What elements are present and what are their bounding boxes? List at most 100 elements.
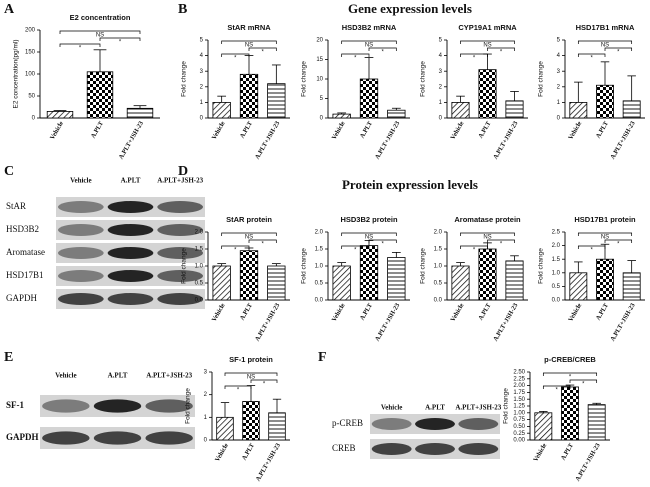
bar [46,111,74,119]
x-tick-label: A.PLT+JSH-23 [609,302,637,343]
y-tick-label: 0 [320,116,324,122]
panel-letter: F [318,350,327,365]
significance-label: NS [601,235,609,241]
y-tick-label: 1 [557,100,561,106]
significance-label: * [119,40,122,46]
chart-title: StAR protein [226,215,272,224]
y-tick-label: 1.50 [513,397,525,403]
blot-band [371,443,412,455]
significance-line [59,43,101,47]
y-tick-label: 0.00 [513,438,525,444]
lane-label: Vehicle [381,404,403,412]
significance-line [487,47,515,51]
bar [86,71,114,119]
y-tick-label: 0.0 [195,298,204,304]
y-tick-label: 5 [200,38,204,44]
bar [387,257,406,301]
y-tick-label: 1.0 [434,264,443,270]
bar [212,102,231,119]
y-tick-label: 0.75 [513,417,525,423]
row-label: p-CREB [332,418,363,428]
bar [478,248,497,301]
y-axis-label: Fold change [301,248,308,284]
blot-band [415,443,455,455]
y-tick-label: 1.5 [552,257,561,263]
x-tick-label: A.PLT+JSH-23 [255,442,283,483]
significance-label: * [261,50,264,56]
significance-line [224,385,252,389]
chart-title: E2 concentration [70,13,131,22]
significance-line [221,53,250,57]
significance-line [487,239,515,243]
bar [505,260,524,301]
blot-band [107,224,154,236]
y-tick-label: 0.25 [513,431,525,437]
significance-line [460,40,515,44]
bar [478,69,497,119]
significance-label: NS [483,235,491,241]
row-label: Aromatase [6,247,45,257]
significance-line [460,53,488,57]
significance-label: * [590,56,593,62]
y-tick-label: 50 [28,94,35,100]
y-axis-label: E2 concentration(pg/ml) [13,39,20,108]
chart-title: StAR mRNA [227,23,271,32]
bar [387,109,406,119]
significance-label: * [263,382,266,388]
x-tick-label: A.PLT [239,120,255,140]
chart-title: HSD17B1 protein [574,215,636,224]
significance-label: * [234,248,237,254]
x-tick-label: Vehicle [331,302,347,323]
significance-line [221,40,277,44]
significance-line [221,232,277,236]
x-tick-label: A.PLT [477,302,493,322]
blot-band [458,418,499,430]
blot-band [157,270,204,282]
lane-label: Vehicle [55,372,77,380]
significance-line [248,239,277,243]
x-tick-label: Vehicle [211,120,227,141]
y-tick-label: 4 [557,53,561,59]
y-tick-label: 1.0 [315,264,324,270]
section-heading: Protein expression levels [342,177,478,192]
bar [569,272,588,301]
x-tick-label: A.PLT+JSH-23 [374,302,402,343]
significance-label: * [237,388,240,394]
chart-title: Aromatase protein [454,215,521,224]
bar [268,412,286,441]
y-tick-label: 2.50 [513,370,525,376]
bar [622,272,641,301]
significance-label: * [582,382,585,388]
significance-line [250,379,278,383]
bar [216,416,234,441]
bar [451,265,470,301]
bar [587,404,606,441]
chart-title: HSD3B2 mRNA [342,23,397,32]
y-tick-label: 10 [316,77,323,83]
y-tick-label: 100 [25,72,36,78]
y-tick-label: 1.00 [513,410,525,416]
x-tick-label: Vehicle [49,120,65,141]
y-tick-label: 0.0 [315,298,324,304]
blot-band [157,293,204,305]
x-tick-label: Vehicle [214,442,230,463]
significance-label: NS [245,235,253,241]
x-tick-label: A.PLT [560,442,576,462]
y-tick-label: 15 [316,57,323,63]
bar [332,265,351,301]
chart-title: SF-1 protein [229,355,273,364]
blot-band [107,293,154,305]
y-tick-label: 2.0 [552,243,561,249]
blot-band [157,224,204,236]
bar [596,258,614,301]
significance-label: * [555,388,558,394]
blot-band [371,418,412,430]
significance-label: * [500,50,503,56]
significance-line [221,245,250,249]
x-tick-label: A.PLT [241,442,257,462]
x-tick-label: Vehicle [211,302,227,323]
significance-line [569,379,598,383]
x-tick-label: Vehicle [532,442,548,463]
bar [505,100,524,119]
significance-label: NS [96,33,104,39]
